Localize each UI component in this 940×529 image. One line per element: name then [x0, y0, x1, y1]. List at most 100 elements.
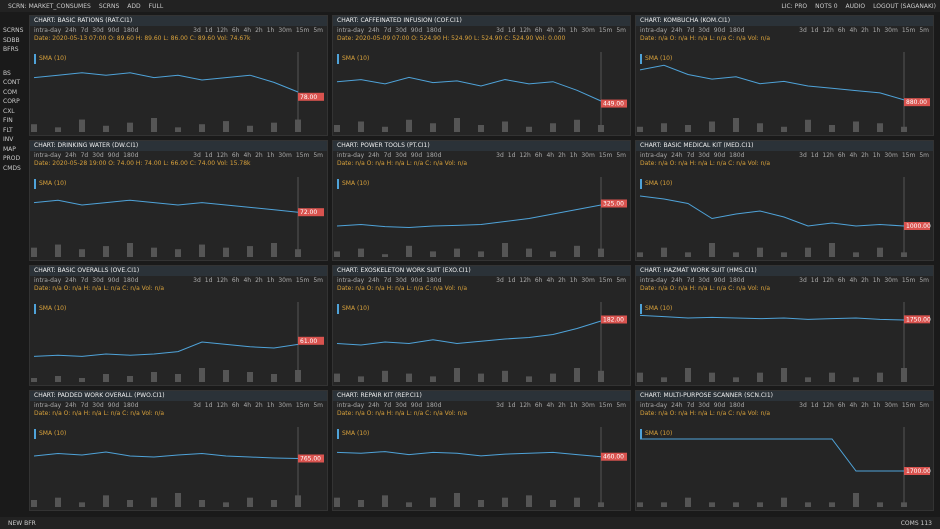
- range-button[interactable]: 30d: [395, 277, 407, 284]
- interval-button[interactable]: 3d: [193, 27, 201, 34]
- range-button[interactable]: intra-day: [640, 277, 668, 284]
- range-button[interactable]: 90d: [713, 402, 726, 409]
- sidebar-command[interactable]: FLT: [3, 126, 13, 134]
- range-button[interactable]: 180d: [729, 27, 745, 34]
- interval-button[interactable]: 1h: [266, 152, 275, 159]
- interval-button[interactable]: 12h: [822, 27, 834, 34]
- interval-button[interactable]: 1d: [810, 277, 819, 284]
- sidebar-command[interactable]: INV: [3, 136, 14, 143]
- interval-button[interactable]: 12h: [519, 402, 531, 409]
- interval-button[interactable]: 1h: [569, 277, 578, 284]
- interval-button[interactable]: 12h: [216, 152, 228, 159]
- interval-button[interactable]: 12h: [216, 402, 228, 409]
- interval-button[interactable]: 6h: [534, 402, 543, 409]
- range-button[interactable]: 180d: [123, 277, 139, 284]
- interval-button[interactable]: 5m: [919, 27, 929, 34]
- notifications[interactable]: NOTS 0: [815, 2, 838, 10]
- interval-button[interactable]: 3d: [496, 27, 504, 34]
- interval-button[interactable]: 1d: [204, 27, 213, 34]
- interval-button[interactable]: 3d: [193, 277, 201, 284]
- interval-button[interactable]: 15m: [901, 277, 916, 284]
- range-button[interactable]: 7d: [383, 277, 392, 284]
- interval-button[interactable]: 3d: [799, 27, 807, 34]
- new-buffer[interactable]: NEW BFR: [8, 519, 36, 527]
- interval-button[interactable]: 3d: [799, 152, 807, 159]
- interval-button[interactable]: 5m: [616, 27, 626, 34]
- range-button[interactable]: 180d: [426, 402, 442, 409]
- range-button[interactable]: 7d: [383, 27, 392, 34]
- range-button[interactable]: 24h: [671, 27, 683, 34]
- interval-button[interactable]: 30m: [581, 27, 595, 34]
- range-button[interactable]: intra-day: [640, 152, 668, 159]
- interval-button[interactable]: 6h: [231, 277, 240, 284]
- interval-button[interactable]: 1d: [204, 402, 213, 409]
- range-button[interactable]: 180d: [426, 277, 442, 284]
- logout[interactable]: LOGOUT (SAGANAKI): [873, 2, 936, 10]
- interval-button[interactable]: 1d: [507, 277, 516, 284]
- range-button[interactable]: 24h: [671, 277, 683, 284]
- sidebar-command[interactable]: BS: [3, 69, 11, 77]
- interval-button[interactable]: 1d: [810, 402, 819, 409]
- interval-button[interactable]: 30m: [884, 277, 898, 284]
- interval-button[interactable]: 1h: [266, 27, 275, 34]
- interval-button[interactable]: 1h: [872, 277, 881, 284]
- interval-button[interactable]: 1d: [507, 152, 516, 159]
- range-button[interactable]: 90d: [410, 277, 423, 284]
- interval-button[interactable]: 2h: [861, 27, 869, 34]
- interval-button[interactable]: 5m: [919, 277, 929, 284]
- interval-button[interactable]: 2h: [558, 27, 566, 34]
- range-button[interactable]: 24h: [671, 152, 683, 159]
- interval-button[interactable]: 6h: [534, 277, 543, 284]
- range-button[interactable]: 90d: [410, 27, 423, 34]
- interval-button[interactable]: 30m: [884, 152, 898, 159]
- interval-button[interactable]: 12h: [216, 277, 228, 284]
- interval-button[interactable]: 5m: [616, 277, 626, 284]
- range-button[interactable]: 90d: [713, 27, 726, 34]
- range-button[interactable]: 24h: [65, 27, 77, 34]
- interval-button[interactable]: 1d: [810, 27, 819, 34]
- sidebar-command[interactable]: CMDS: [3, 164, 21, 172]
- interval-button[interactable]: 6h: [231, 27, 240, 34]
- interval-button[interactable]: 30m: [884, 402, 898, 409]
- range-button[interactable]: intra-day: [34, 27, 62, 34]
- interval-button[interactable]: 6h: [231, 402, 240, 409]
- interval-button[interactable]: 4h: [849, 402, 858, 409]
- range-button[interactable]: 180d: [729, 402, 745, 409]
- range-button[interactable]: 30d: [92, 277, 104, 284]
- range-button[interactable]: 7d: [80, 402, 89, 409]
- interval-button[interactable]: 3d: [193, 152, 201, 159]
- range-button[interactable]: intra-day: [34, 402, 62, 409]
- interval-button[interactable]: 6h: [534, 27, 543, 34]
- interval-button[interactable]: 5m: [919, 152, 929, 159]
- interval-button[interactable]: 3d: [193, 402, 201, 409]
- interval-button[interactable]: 5m: [919, 402, 929, 409]
- range-button[interactable]: 24h: [368, 402, 380, 409]
- interval-button[interactable]: 15m: [598, 277, 613, 284]
- sidebar-item[interactable]: SDBB: [3, 36, 20, 44]
- interval-button[interactable]: 3d: [799, 277, 807, 284]
- range-button[interactable]: 30d: [698, 277, 710, 284]
- interval-button[interactable]: 6h: [231, 152, 240, 159]
- range-button[interactable]: intra-day: [640, 402, 668, 409]
- range-button[interactable]: 7d: [383, 402, 392, 409]
- interval-button[interactable]: 4h: [849, 27, 858, 34]
- range-button[interactable]: 24h: [368, 277, 380, 284]
- range-button[interactable]: 7d: [80, 27, 89, 34]
- interval-button[interactable]: 2h: [861, 402, 869, 409]
- range-button[interactable]: intra-day: [337, 27, 365, 34]
- range-button[interactable]: 7d: [686, 27, 695, 34]
- range-button[interactable]: 24h: [65, 277, 77, 284]
- interval-button[interactable]: 5m: [616, 402, 626, 409]
- range-button[interactable]: 90d: [107, 152, 120, 159]
- interval-button[interactable]: 1d: [507, 402, 516, 409]
- range-button[interactable]: 7d: [686, 152, 695, 159]
- range-button[interactable]: 7d: [686, 402, 695, 409]
- range-button[interactable]: 90d: [713, 152, 726, 159]
- sidebar-command[interactable]: CORP: [3, 98, 20, 105]
- interval-button[interactable]: 6h: [837, 152, 846, 159]
- interval-button[interactable]: 30m: [278, 152, 292, 159]
- top-button[interactable]: SCRNS: [98, 2, 120, 10]
- interval-button[interactable]: 4h: [243, 277, 252, 284]
- interval-button[interactable]: 15m: [598, 152, 613, 159]
- interval-button[interactable]: 2h: [255, 402, 263, 409]
